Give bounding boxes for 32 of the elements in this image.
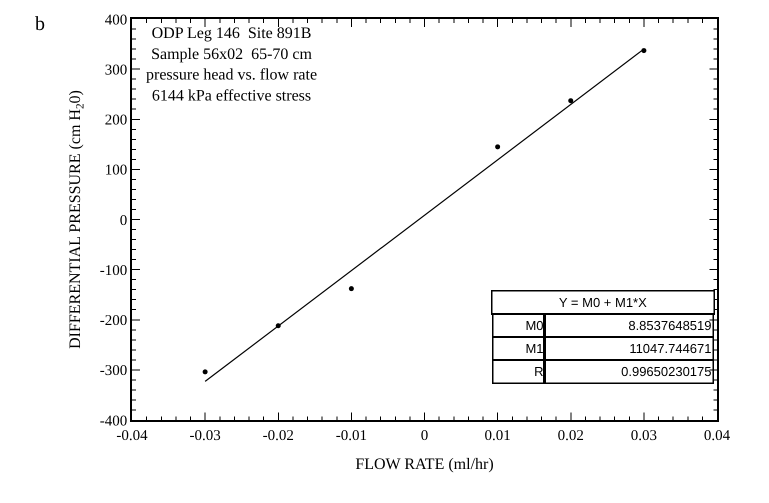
- y-tick-label: -300: [100, 363, 128, 380]
- annotation: 8.8537648519: [628, 318, 712, 333]
- y-tick-label: 300: [104, 62, 128, 78]
- y-tick-label: 0: [120, 212, 128, 229]
- y-tick-label: -100: [100, 262, 128, 279]
- x-axis-title: FLOW RATE (ml/hr): [355, 456, 494, 473]
- point: [202, 369, 208, 374]
- annotation: 0.99650230175: [621, 364, 712, 379]
- text: b: [35, 13, 45, 35]
- x-tick-label: -0.03: [190, 428, 221, 444]
- x-tick-label: -0.01: [336, 428, 368, 444]
- x-tick-label: 0.01: [484, 428, 511, 444]
- annotation: R: [534, 364, 544, 379]
- y-tick-label: 200: [104, 112, 128, 128]
- x-tick-label: 0.03: [630, 428, 658, 444]
- point: [568, 98, 574, 104]
- annotation: 11047.744671: [629, 341, 712, 356]
- y-tick-label: 400: [104, 12, 128, 28]
- x-tick-label: 0: [420, 428, 428, 444]
- x-tick-label: -0.04: [116, 428, 148, 444]
- point: [495, 144, 500, 150]
- y-tick-label: -200: [100, 313, 128, 329]
- x-tick-label: 0.02: [558, 428, 584, 444]
- point: [348, 286, 354, 292]
- annotation: M0: [525, 318, 544, 333]
- annotation: M1: [525, 341, 544, 356]
- y-tick-label: -400: [100, 413, 128, 430]
- annotation: Y = M0 + M1*X: [558, 295, 648, 310]
- y-tick-label: 100: [104, 162, 128, 179]
- annotation: ODP Leg 146 Site 891B Sample 56x02 65-70 cm pressure head vs. flow rate 6144 kPa effective stress: [146, 25, 318, 104]
- x-tick-label: 0.04: [704, 428, 731, 444]
- x-tick-label: -0.02: [262, 428, 294, 444]
